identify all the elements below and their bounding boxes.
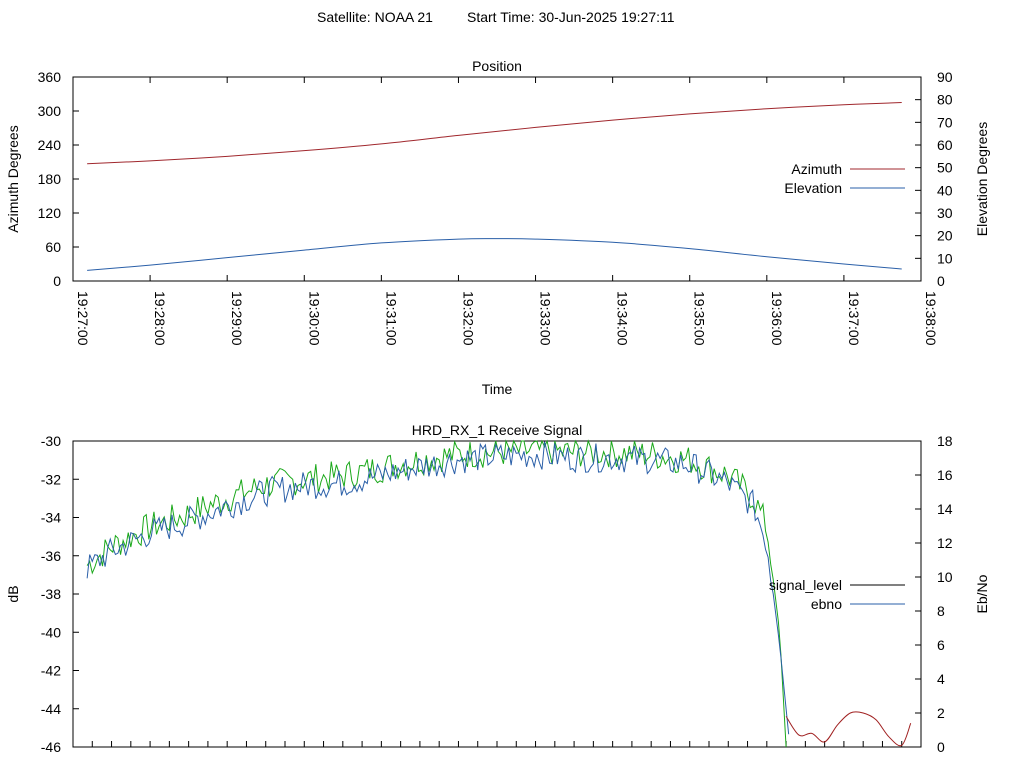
legend-signal-level-label: signal_level [769, 577, 842, 593]
x-tick-label: 19:31:00 [383, 291, 399, 346]
azimuth-line [87, 102, 902, 165]
y2-tick-label: 60 [937, 137, 953, 153]
signal-series [86, 439, 912, 748]
header-satellite: Satellite: NOAA 21 [317, 9, 433, 25]
y2-tick-label: 8 [937, 603, 945, 619]
y2-tick-label: 10 [937, 250, 953, 266]
y2-tick-label: 10 [937, 569, 953, 585]
y-tick-label: -38 [41, 586, 61, 602]
position-y2-axis-label: Elevation Degrees [974, 122, 990, 236]
y-tick-label: -42 [41, 663, 61, 679]
signal-y2-ticks: 18 16 14 12 10 8 6 4 2 0 [915, 433, 953, 755]
signal-title: HRD_RX_1 Receive Signal [412, 422, 582, 438]
ebno-line [86, 441, 790, 735]
signal-y-axis-label: dB [5, 585, 21, 602]
position-title: Position [472, 58, 522, 74]
position-x-axis-label: Time [482, 381, 513, 397]
position-legend: Azimuth Elevation [784, 161, 905, 196]
y2-tick-label: 6 [937, 637, 945, 653]
position-x-ticks: 19:27:00 19:28:00 19:29:00 19:30:00 19:31:00… [72, 77, 939, 346]
position-series [87, 102, 902, 271]
y2-tick-label: 12 [937, 535, 953, 551]
y2-tick-label: 0 [937, 273, 945, 289]
y2-tick-label: 40 [937, 182, 953, 198]
y2-tick-label: 80 [937, 92, 953, 108]
y-tick-label: -36 [41, 548, 61, 564]
x-tick-label: 19:36:00 [769, 291, 785, 346]
position-y-ticks: 0 60 120 180 240 300 360 [38, 69, 79, 289]
y-tick-label: 300 [38, 103, 62, 119]
x-tick-label: 19:38:00 [923, 291, 939, 346]
y2-tick-label: 0 [937, 739, 945, 755]
position-y-axis-label: Azimuth Degrees [5, 125, 21, 232]
y-tick-label: 60 [45, 239, 61, 255]
y2-tick-label: 18 [937, 433, 953, 449]
y2-tick-label: 90 [937, 69, 953, 85]
y-tick-label: -34 [41, 510, 61, 526]
y-tick-label: 120 [38, 205, 62, 221]
signal-x-ticks [72, 741, 922, 747]
legend-azimuth-label: Azimuth [791, 161, 842, 177]
header-start-time: Start Time: 30-Jun-2025 19:27:11 [467, 9, 675, 25]
x-tick-label: 19:33:00 [538, 291, 554, 346]
x-tick-label: 19:29:00 [229, 291, 245, 346]
legend-elevation-label: Elevation [784, 180, 842, 196]
y-tick-label: -46 [41, 739, 61, 755]
y2-tick-label: 30 [937, 205, 953, 221]
x-tick-label: 19:28:00 [152, 291, 168, 346]
y-tick-label: -44 [41, 701, 61, 717]
y2-tick-label: 16 [937, 467, 953, 483]
signal-legend: signal_level ebno [769, 577, 905, 612]
signal-level-line [86, 439, 787, 748]
legend-ebno-label: ebno [811, 596, 842, 612]
signal-tail-line [785, 711, 912, 747]
position-y2-ticks: 0 10 20 30 40 50 60 70 80 90 [915, 69, 953, 289]
y2-tick-label: 2 [937, 705, 945, 721]
x-tick-label: 19:27:00 [75, 291, 91, 346]
y-tick-label: 0 [53, 273, 61, 289]
x-tick-label: 19:34:00 [615, 291, 631, 346]
x-tick-label: 19:37:00 [846, 291, 862, 346]
signal-y2-axis-label: Eb/No [974, 574, 990, 613]
y2-tick-label: 50 [937, 160, 953, 176]
y-tick-label: 240 [38, 137, 62, 153]
x-tick-label: 19:35:00 [692, 291, 708, 346]
y-tick-label: -32 [41, 471, 61, 487]
y-tick-label: -40 [41, 624, 61, 640]
y-tick-label: 180 [38, 171, 62, 187]
x-tick-label: 19:32:00 [460, 291, 476, 346]
y2-tick-label: 20 [937, 228, 953, 244]
y-tick-label: 360 [38, 69, 62, 85]
signal-y-ticks: -30 -32 -34 -36 -38 -40 -42 -44 -46 [41, 433, 79, 755]
y2-tick-label: 70 [937, 114, 953, 130]
y2-tick-label: 4 [937, 671, 945, 687]
x-tick-label: 19:30:00 [306, 291, 322, 346]
y-tick-label: -30 [41, 433, 61, 449]
elevation-line [87, 238, 902, 271]
y2-tick-label: 14 [937, 501, 953, 517]
signal-plot-frame [72, 440, 922, 748]
